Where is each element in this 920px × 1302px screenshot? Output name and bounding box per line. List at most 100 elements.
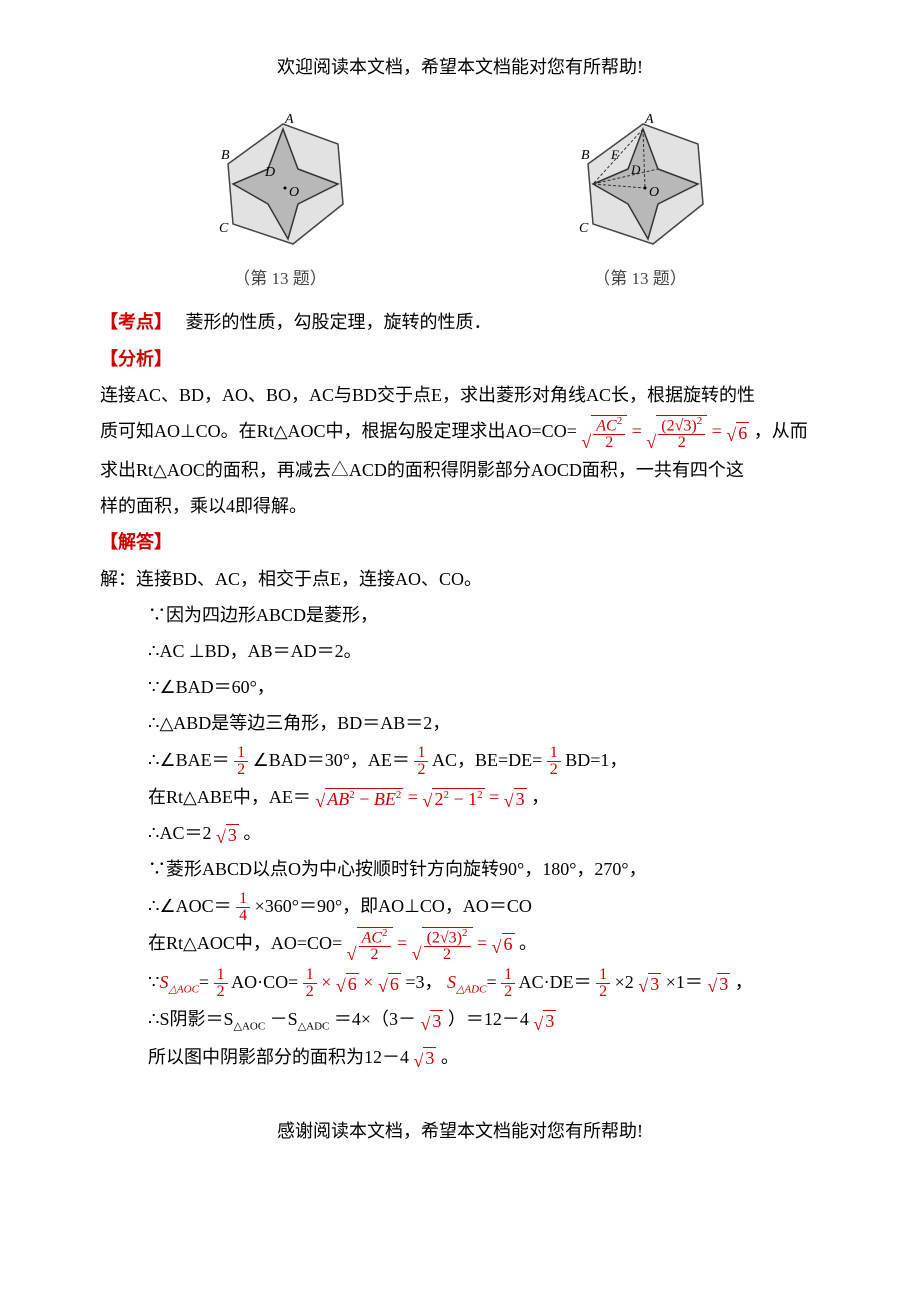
sqrt-3-b: √3 <box>216 824 239 847</box>
jieda-l12b: AO·CO= <box>231 972 298 992</box>
jieda-l11b: 。 <box>519 933 537 953</box>
jieda-l2: ∵因为四边形ABCD是菱形， <box>100 598 820 632</box>
jieda-l11a: 在Rt△AOC中，AO=CO= <box>148 933 342 953</box>
jieda-l11: 在Rt△AOC中，AO=CO= √AC22 = √(2√3)22 = √6 。 <box>100 926 820 963</box>
jieda-l6a: ∴∠BAE＝ <box>148 750 230 770</box>
fenxi-tag: 【分析】 <box>100 349 172 369</box>
figure-left-caption: （第 13 题） <box>193 263 368 295</box>
frac-half-2: 12 <box>414 745 428 778</box>
sqrt-6-d: √6 <box>378 973 401 996</box>
svg-text:D: D <box>264 165 275 180</box>
jieda-l6b: ∠BAD＝30°，AE＝ <box>253 750 410 770</box>
svg-text:C: C <box>579 221 589 236</box>
svg-text:A: A <box>644 114 654 127</box>
figure-right-svg: A B C E D O <box>553 114 728 259</box>
eq-l11a: = <box>397 933 412 953</box>
frac-half-1: 12 <box>234 745 248 778</box>
figure-left-svg: A B C D O <box>193 114 368 259</box>
s-adc: S△ADC <box>447 972 486 992</box>
jieda-l8b: 。 <box>243 823 261 843</box>
sqrt-ac2-2-b: √AC22 <box>347 927 393 963</box>
jieda-l14a: 所以图中阴影部分的面积为12－4 <box>148 1047 409 1067</box>
svg-text:O: O <box>289 185 299 200</box>
sqrt-6: √6 <box>726 422 749 445</box>
jieda-l13: ∴S阴影＝S△AOC －S△ADC ＝4×（3－ √3 ）＝12－4 √3 <box>100 1002 820 1037</box>
jieda-l6: ∴∠BAE＝ 12 ∠BAD＝30°，AE＝ 12 AC，BE=DE= 12 B… <box>100 743 820 778</box>
eq2: = <box>712 421 722 441</box>
svg-text:B: B <box>581 148 590 163</box>
sqrt-3-f: √3 <box>533 1010 556 1033</box>
figure-right-caption: （第 13 题） <box>553 263 728 295</box>
figure-right: A B C E D O （第 13 题） <box>553 114 728 295</box>
sqrt-ab2-be2: √AB2 − BE2 <box>315 788 403 811</box>
times1: × <box>321 972 331 992</box>
jieda-l12e: ×2 <box>615 972 634 992</box>
jieda-l10b: ×360°＝90°，即AO⊥CO，AO＝CO <box>255 896 532 916</box>
sqrt-2r3-2-b: √(2√3)22 <box>412 927 473 963</box>
sqrt-3-g: √3 <box>414 1047 437 1070</box>
figures-row: A B C D O （第 13 题） A B C E D O （第 13 题） <box>100 114 820 295</box>
sqrt-ac2-2: √AC22 <box>581 415 627 451</box>
sqrt-3-c: √3 <box>638 973 661 996</box>
page-header: 欢迎阅读本文档，希望本文档能对您有所帮助! <box>100 50 820 84</box>
jieda-l1: 解：连接BD、AC，相交于点E，连接AO、CO。 <box>100 562 820 596</box>
jieda-l4: ∵∠BAD＝60°， <box>100 670 820 704</box>
sqrt-22-12: √22 − 12 <box>423 788 485 811</box>
jieda-l7b: ， <box>531 787 549 807</box>
svg-text:E: E <box>610 147 619 162</box>
figure-left: A B C D O （第 13 题） <box>193 114 368 295</box>
fenxi-l2a: 质可知AO⊥CO。在Rt△AOC中，根据勾股定理求出AO=CO= <box>100 421 577 441</box>
jieda-l5: ∴△ABD是等边三角形，BD＝AB＝2， <box>100 706 820 740</box>
jieda-l13d: ）＝12－4 <box>448 1009 529 1029</box>
jieda-l13a: ∴S阴影＝S <box>148 1009 233 1029</box>
svg-text:D: D <box>630 162 641 177</box>
jieda-l13c: ＝4×（3－ <box>334 1009 416 1029</box>
s-aoc: S△AOC <box>159 972 198 992</box>
jieda-l6d: BD=1， <box>565 750 627 770</box>
kaodian-text: 菱形的性质，勾股定理，旋转的性质． <box>186 312 492 332</box>
fenxi-l4: 样的面积，乘以4即得解。 <box>100 489 820 523</box>
jieda-l8a: ∴AC＝2 <box>148 823 211 843</box>
sqrt-2r3-2: √(2√3)22 <box>646 415 707 451</box>
svg-text:A: A <box>284 114 294 127</box>
jieda-l7: 在Rt△ABE中，AE＝ √AB2 − BE2 = √22 − 12 = √3 … <box>100 780 820 814</box>
sqrt-3-a: √3 <box>504 788 527 811</box>
jieda-l12: ∵S△AOC= 12 AO·CO= 12 × √6 × √6 =3， S△ADC… <box>100 965 820 1000</box>
sqrt-6-b: √6 <box>492 933 515 956</box>
jieda-l12-pre: ∵ <box>148 972 159 992</box>
jieda-l9: ∵菱形ABCD以点O为中心按顺时针方向旋转90°，180°，270°， <box>100 852 820 886</box>
jieda-l13b: －S <box>270 1009 298 1029</box>
fenxi-l2b: ，从而 <box>754 421 808 441</box>
jieda-l12d: AC·DE＝ <box>519 972 592 992</box>
eq-l11b: = <box>477 933 492 953</box>
svg-text:O: O <box>649 185 659 200</box>
jieda-l12f: ×1＝ <box>666 972 703 992</box>
jieda-l8: ∴AC＝2 √3 。 <box>100 816 820 850</box>
jieda-l10: ∴∠AOC＝ 14 ×360°＝90°，即AO⊥CO，AO＝CO <box>100 889 820 924</box>
frac-quarter: 14 <box>236 891 250 924</box>
sqrt-3-e: √3 <box>421 1010 444 1033</box>
sqrt-3-d: √3 <box>707 973 730 996</box>
eq-l7b: = <box>489 787 504 807</box>
fenxi-tag-line: 【分析】 <box>100 342 820 376</box>
kaodian-tag: 【考点】 <box>100 312 172 332</box>
jieda-l7a: 在Rt△ABE中，AE＝ <box>148 787 311 807</box>
fenxi-l3: 求出Rt△AOC的面积，再减去△ACD的面积得阴影部分AOCD面积，一共有四个这 <box>100 453 820 487</box>
sub-aoc: △AOC <box>233 1021 265 1033</box>
jieda-l12g: ， <box>735 972 753 992</box>
jieda-l10a: ∴∠AOC＝ <box>148 896 232 916</box>
kaodian-line: 【考点】 菱形的性质，勾股定理，旋转的性质． <box>100 305 820 339</box>
jieda-l14: 所以图中阴影部分的面积为12－4 √3 。 <box>100 1040 820 1074</box>
eq1: = <box>632 421 642 441</box>
fenxi-l1: 连接AC、BD，AO、BO，AC与BD交于点E，求出菱形对角线AC长，根据旋转的… <box>100 378 820 412</box>
jieda-l6c: AC，BE=DE= <box>432 750 542 770</box>
jieda-l14b: 。 <box>441 1047 459 1067</box>
frac-half-4: 12 <box>214 967 228 1000</box>
fenxi-l2: 质可知AO⊥CO。在Rt△AOC中，根据勾股定理求出AO=CO= √AC22 =… <box>100 414 820 451</box>
times2: × <box>363 972 373 992</box>
page-footer: 感谢阅读本文档，希望本文档能对您有所帮助! <box>100 1114 820 1148</box>
frac-half-3: 12 <box>547 745 561 778</box>
svg-text:C: C <box>219 221 229 236</box>
frac-half-7: 12 <box>596 967 610 1000</box>
sqrt-6-c: √6 <box>336 973 359 996</box>
